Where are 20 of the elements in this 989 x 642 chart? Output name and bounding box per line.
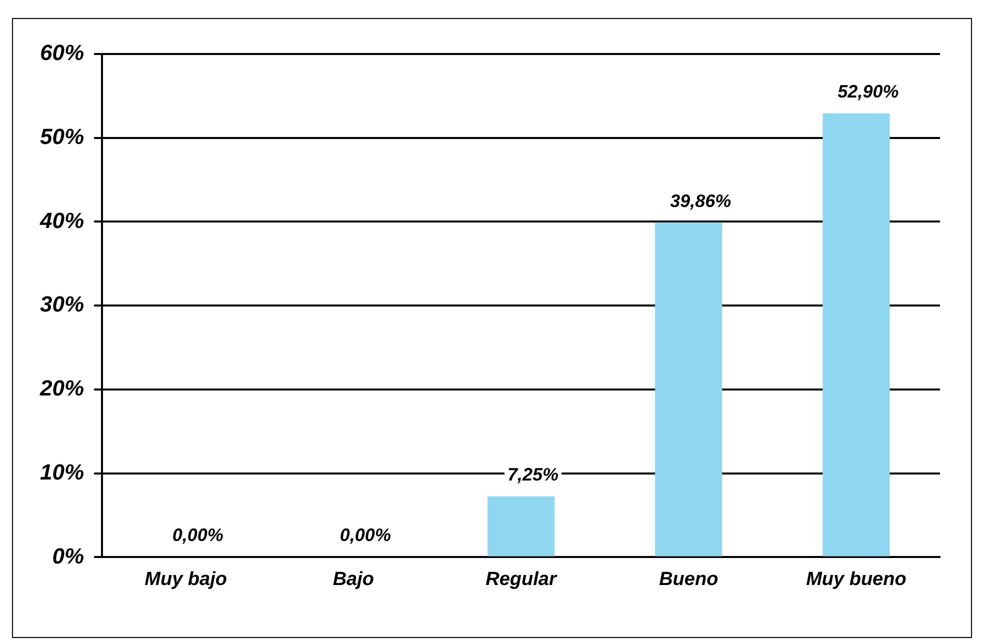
y-tick-label: 30% (40, 292, 84, 317)
y-tick-label: 50% (40, 124, 84, 149)
data-label: 52,90% (838, 82, 899, 102)
y-tick-label: 0% (52, 543, 84, 568)
y-tick-label: 60% (40, 40, 84, 66)
x-tick-label: Muy bueno (806, 568, 906, 590)
y-tick-label: 40% (38, 208, 84, 233)
y-tick-label: 20% (38, 376, 84, 401)
x-tick-label: Muy bajo (144, 568, 227, 590)
x-tick-label: Regular (486, 568, 558, 590)
bar (488, 496, 555, 556)
bar (655, 222, 722, 556)
data-label: 0,00% (340, 525, 391, 546)
x-tick-label: Bajo (332, 568, 374, 590)
bar (822, 114, 890, 556)
data-label: 39,86% (670, 190, 732, 211)
x-tick-label: Bueno (659, 568, 718, 590)
data-label: 0,00% (172, 525, 224, 546)
y-tick-label: 10% (40, 459, 84, 484)
data-label: 7,25% (507, 464, 559, 484)
